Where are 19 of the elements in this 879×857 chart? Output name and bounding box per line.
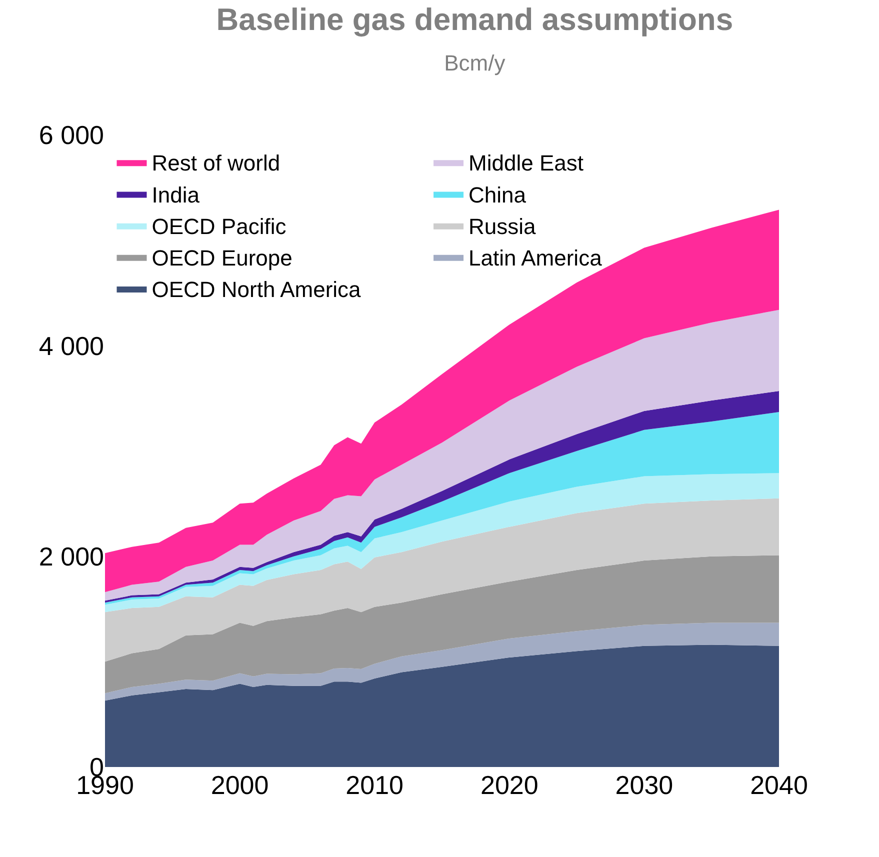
x-tick-label: 2030 <box>615 770 674 800</box>
legend-label: OECD Europe <box>152 246 292 270</box>
x-tick-label: 2000 <box>210 770 269 800</box>
y-tick-label: 6 000 <box>38 120 104 150</box>
legend-label: Rest of world <box>152 150 280 176</box>
x-tick-label: 2010 <box>346 770 404 800</box>
legend-label: OECD North America <box>152 277 362 302</box>
legend-label: China <box>468 182 527 208</box>
legend-label: Russia <box>468 214 537 239</box>
legend-label: OECD Pacific <box>152 214 286 239</box>
y-tick-label: 4 000 <box>38 330 104 361</box>
legend-label: Latin America <box>468 246 603 270</box>
chart-subtitle: Bcm/y <box>444 50 506 76</box>
chart-title: Baseline gas demand assumptions <box>216 2 734 37</box>
legend-label: Middle East <box>468 150 584 176</box>
y-tick-label: 2 000 <box>38 541 104 572</box>
legend-label: India <box>152 182 200 208</box>
x-tick-label: 2020 <box>480 770 538 800</box>
x-tick-label: 2040 <box>750 770 808 800</box>
